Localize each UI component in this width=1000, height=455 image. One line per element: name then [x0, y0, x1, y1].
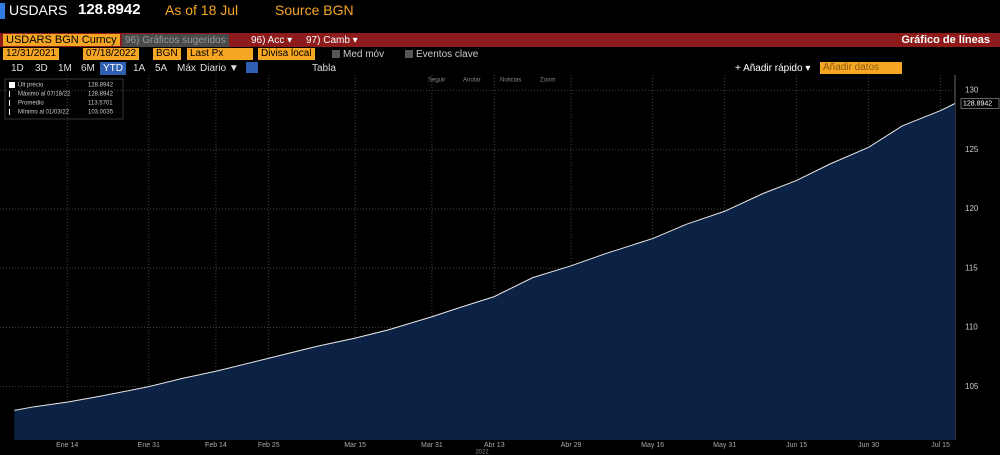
- x-tick-label: Jul 15: [931, 442, 950, 449]
- price: 128.8942: [78, 1, 141, 18]
- x-tick-label: Jun 15: [786, 442, 807, 449]
- x-tick-label: Ene 31: [138, 442, 160, 449]
- x-tick-label: Feb 14: [205, 442, 227, 449]
- tool: Seguir: [428, 78, 445, 84]
- legend-value: 103.0035: [88, 110, 114, 116]
- source: Source BGN: [275, 2, 354, 18]
- legend-value: 128.8942: [88, 92, 114, 98]
- tool: Noticias: [500, 78, 521, 84]
- chart: Seguir Anotar Noticias Zoom 105 110 115 120 125 1…: [0, 75, 1000, 455]
- x-axis-year: 2022: [475, 450, 489, 455]
- period[interactable]: 5A: [155, 63, 168, 74]
- last-tag-bg: [960, 98, 1000, 109]
- period[interactable]: 6M: [81, 63, 95, 74]
- quick-add[interactable]: + Añadir rápido ▾: [735, 63, 811, 74]
- checkbox[interactable]: [405, 50, 413, 58]
- mov-avg[interactable]: Med móv: [343, 49, 385, 60]
- tool: Anotar: [463, 78, 481, 84]
- marker: [0, 3, 5, 19]
- legend-value: 113.5701: [88, 101, 113, 107]
- legend-label: Máximo al 07/18/22: [18, 92, 71, 98]
- legend-swatch: [9, 91, 10, 97]
- period[interactable]: 1M: [58, 63, 72, 74]
- table[interactable]: Tabla: [312, 63, 336, 74]
- legend-box: [4, 78, 124, 120]
- legend-swatch: [9, 109, 10, 115]
- y-tick-label: 130: [965, 86, 979, 95]
- y-tick-label: 105: [965, 382, 979, 391]
- y-tick-label: 110: [965, 323, 978, 332]
- source-field[interactable]: BGN: [153, 48, 181, 60]
- security[interactable]: USDARS BGN Curncy: [3, 34, 120, 46]
- start-date[interactable]: 12/31/2021: [3, 48, 60, 60]
- field[interactable]: Last Px: [187, 48, 253, 60]
- x-tick-label: Ene 14: [56, 442, 78, 449]
- y-tick-label: 125: [965, 145, 979, 154]
- camb[interactable]: 97) Camb ▾: [306, 35, 358, 46]
- legend-label: Mínimo al 01/03/22: [18, 110, 70, 116]
- legend-label: Últ precio: [18, 82, 44, 89]
- period[interactable]: Máx: [177, 63, 196, 74]
- acc[interactable]: 96) Acc ▾: [251, 35, 293, 46]
- x-tick-label: Mar 31: [421, 442, 443, 449]
- period[interactable]: 1A: [133, 63, 146, 74]
- events[interactable]: Eventos clave: [416, 49, 479, 60]
- y-tick-label: 120: [965, 204, 979, 213]
- period[interactable]: 3D: [35, 63, 48, 74]
- line: [14, 103, 956, 411]
- x-tick-label: May 31: [713, 442, 736, 449]
- add-data[interactable]: Añadir datos: [820, 62, 902, 74]
- legend-swatch: [9, 100, 10, 106]
- x-tick-label: Mar 15: [344, 442, 366, 449]
- x-tick-label: Jun 30: [858, 442, 879, 449]
- chart-type[interactable]: Gráfico de líneas: [901, 34, 990, 46]
- y-tick-label: 115: [965, 263, 978, 272]
- end-date[interactable]: 07/18/2022: [83, 48, 140, 60]
- x-tick-label: Feb 25: [258, 442, 280, 449]
- x-tick-label: Abr 29: [561, 442, 582, 449]
- legend-swatch: [9, 82, 15, 88]
- last-tag: 128.8942: [963, 100, 992, 107]
- x-tick-label: Abr 13: [484, 442, 505, 449]
- red-bar: [0, 33, 1000, 47]
- ticker: USDARS: [9, 2, 68, 18]
- area: [14, 103, 956, 441]
- currency[interactable]: Divisa local: [258, 48, 315, 60]
- frequency[interactable]: Diario ▼: [200, 63, 239, 74]
- tool: Zoom: [540, 78, 555, 84]
- legend-label: Promedio: [18, 101, 44, 107]
- icon[interactable]: [246, 62, 258, 73]
- checkbox[interactable]: [332, 50, 340, 58]
- as-of: As of 18 Jul: [165, 2, 239, 18]
- legend-value: 128.8942: [88, 83, 114, 89]
- suggested[interactable]: 96) Gráficos sugeridos: [122, 34, 229, 47]
- period[interactable]: 1D: [11, 63, 24, 74]
- x-tick-label: May 16: [641, 442, 664, 449]
- period[interactable]: YTD: [100, 62, 126, 75]
